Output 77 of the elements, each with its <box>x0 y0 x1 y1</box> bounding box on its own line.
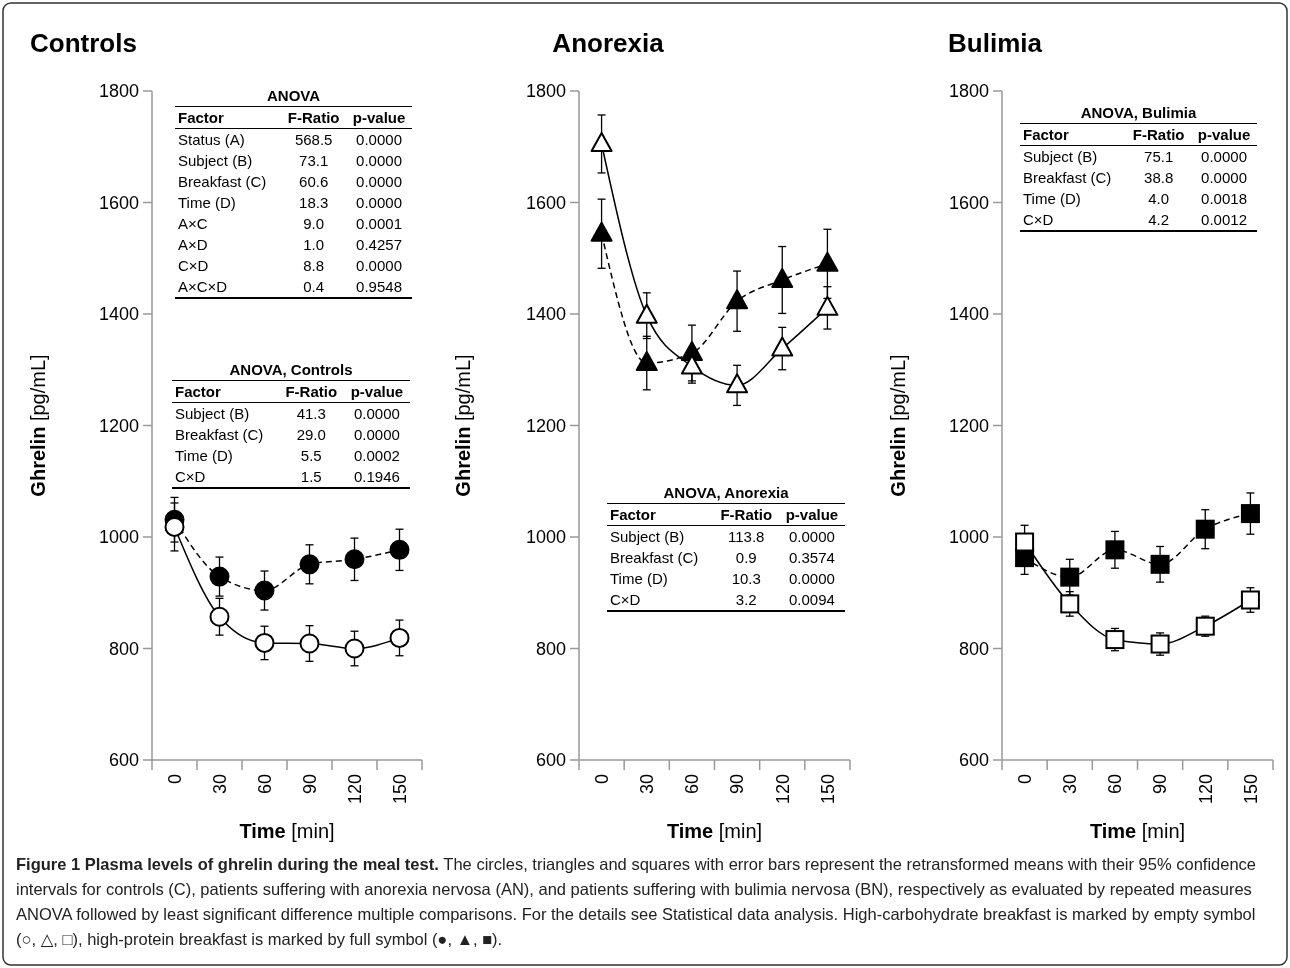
x-tick-label: 90 <box>727 774 748 795</box>
text: Breakfast (C) 60.6 0.0000 <box>178 173 402 190</box>
y-tick-label: 1000 <box>948 527 989 548</box>
x-tick-label: 120 <box>772 774 793 805</box>
text: Time (D) 10.3 0.0000 <box>610 570 835 587</box>
x-tick-label: 60 <box>254 774 275 795</box>
x-tick-label: 90 <box>1150 774 1171 795</box>
text: Subject (B) 41.3 0.0000 <box>175 405 400 422</box>
x-tick-label: 60 <box>682 774 703 795</box>
text: Breakfast (C) 38.8 0.0000 <box>1023 169 1247 186</box>
y-tick-label: 600 <box>108 750 139 771</box>
text: C×D 8.8 0.0000 <box>178 257 402 274</box>
annotation: ANOVA <box>265 86 322 106</box>
x-tick-label: 0 <box>1014 774 1035 785</box>
annotation: ANOVA, Controls <box>228 360 354 380</box>
text: Status (A) 568.5 0.0000 <box>178 131 402 148</box>
x-tick-label: 60 <box>1105 774 1126 795</box>
x-axis-title: Time [min] <box>1089 820 1186 842</box>
y-tick-label: 1600 <box>98 192 139 213</box>
text: Time (D) 4.0 0.0018 <box>1023 190 1247 207</box>
chart-title: Bulimia <box>948 28 1043 58</box>
text: Factor F-Ratio p-value <box>175 383 404 400</box>
text: C×D 4.2 0.0012 <box>1023 211 1247 228</box>
text: Time (D) 18.3 0.0000 <box>178 194 402 211</box>
y-axis-title: Ghrelin [pg/mL] <box>887 354 909 497</box>
x-tick-label: 150 <box>817 774 838 805</box>
y-tick-label: 1400 <box>948 304 989 325</box>
text: Breakfast (C) 0.9 0.3574 <box>610 549 835 566</box>
y-tick-label: 1800 <box>98 81 139 102</box>
y-axis-title: Ghrelin [pg/mL] <box>452 354 474 497</box>
y-tick-label: 1200 <box>525 415 566 436</box>
text: Time (D) 5.5 0.0002 <box>175 447 400 464</box>
text: Factor F-Ratio p-value <box>1023 126 1251 143</box>
y-tick-label: 1600 <box>525 192 566 213</box>
x-tick-label: 150 <box>389 774 410 805</box>
chart-title: Anorexia <box>552 28 665 58</box>
text: A×C×D 0.4 0.9548 <box>178 278 402 295</box>
text: Subject (B) 75.1 0.0000 <box>1023 148 1247 165</box>
text: Subject (B) 113.8 0.0000 <box>610 528 835 545</box>
y-tick-label: 1400 <box>525 304 566 325</box>
y-tick-label: 600 <box>535 750 566 771</box>
text: C×D 3.2 0.0094 <box>610 591 835 608</box>
y-tick-label: 1800 <box>948 81 989 102</box>
x-tick-label: 120 <box>1195 774 1216 805</box>
text: Figure 1 Plasma levels of ghrelin during the meal test. The circles, triangles and squares with error bars represent the retransformed means with their 95% confidence intervals for controls (C), patients suffering with anorexia nervosa (AN), and patients suffering with bulimia nervosa (BN), respectively as evaluated by repeated measures ANOVA followed by least significant difference multiple comparisons. For the details see Statistical data analysis. High-carbohydrate breakfast is marked by empty symbol (○, △, □), high-protein breakfast is marked by full symbol (●, ▲, ■). <box>16 855 1257 948</box>
y-tick-label: 1800 <box>525 81 566 102</box>
y-tick-label: 1200 <box>948 415 989 436</box>
x-tick-label: 0 <box>591 774 612 785</box>
annotation: ANOVA, Anorexia <box>662 483 790 503</box>
y-tick-label: 1000 <box>98 527 139 548</box>
x-tick-label: 30 <box>637 774 658 795</box>
y-axis-title: Ghrelin [pg/mL] <box>27 354 49 497</box>
text: C×D 1.5 0.1946 <box>175 468 400 485</box>
y-tick-label: 1200 <box>98 415 139 436</box>
y-tick-label: 800 <box>958 638 989 659</box>
y-tick-label: 1000 <box>525 527 566 548</box>
y-tick-label: 600 <box>958 750 989 771</box>
x-tick-label: 120 <box>344 774 365 805</box>
text: A×C 9.0 0.0001 <box>178 215 402 232</box>
y-tick-label: 1600 <box>948 192 989 213</box>
x-tick-label: 0 <box>164 774 185 785</box>
y-tick-label: 1400 <box>98 304 139 325</box>
chart-title: Controls <box>30 28 137 58</box>
x-axis-title: Time [min] <box>239 820 335 842</box>
y-tick-label: 800 <box>108 638 139 659</box>
x-tick-label: 30 <box>209 774 230 795</box>
text: Breakfast (C) 29.0 0.0000 <box>175 426 400 443</box>
text: Factor F-Ratio p-value <box>610 506 839 523</box>
x-axis-title: Time [min] <box>666 820 763 842</box>
x-tick-label: 90 <box>299 774 320 795</box>
x-tick-label: 150 <box>1240 774 1261 805</box>
annotation: ANOVA, Bulimia <box>1079 103 1198 123</box>
text: Subject (B) 73.1 0.0000 <box>178 152 402 169</box>
x-tick-label: 30 <box>1060 774 1081 795</box>
text: Factor F-Ratio p-value <box>178 109 406 126</box>
text: A×D 1.0 0.4257 <box>178 236 402 253</box>
y-tick-label: 800 <box>535 638 566 659</box>
